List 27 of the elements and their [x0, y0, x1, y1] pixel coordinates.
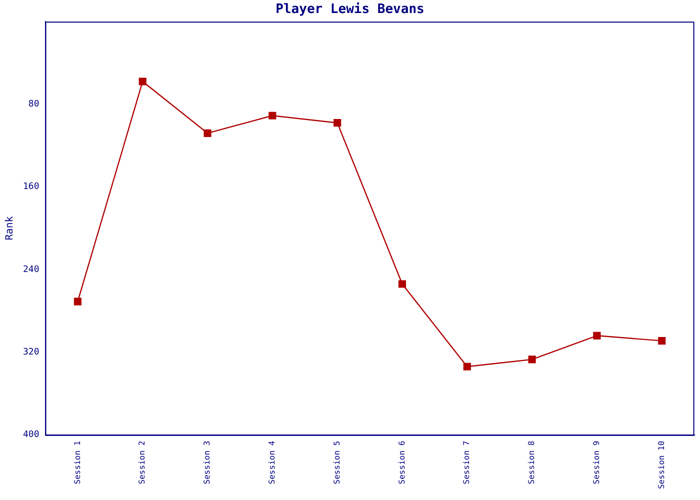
y-tick-label: 80 — [28, 100, 40, 110]
x-tick-label: Session 5 — [332, 440, 342, 484]
point — [268, 112, 276, 120]
point — [204, 129, 212, 137]
y-axis-title: Rank — [4, 216, 16, 240]
point — [334, 119, 342, 127]
x-tick-label: Session 7 — [462, 440, 472, 484]
point — [138, 78, 146, 86]
x-tick-label: Session 4 — [268, 440, 276, 484]
chart-title: Player Lewis Bevans — [276, 2, 424, 18]
point — [398, 280, 406, 288]
y-tick-label: 160 — [22, 182, 40, 192]
x-tick-label: Session 6 — [397, 440, 406, 484]
point — [463, 362, 471, 370]
x-tick-label: Session 3 — [202, 440, 212, 484]
x-tick-label: Session 10 — [656, 440, 666, 490]
point — [528, 356, 536, 364]
y-tick-label: 240 — [22, 264, 40, 275]
x-tick-label: Session 8 — [527, 440, 536, 484]
x-tick-label: Session 1 — [72, 440, 82, 484]
x-tick-label: Session 9 — [592, 440, 602, 484]
y-tick-label: 320 — [22, 348, 40, 358]
y-tick-label: 400 — [22, 430, 40, 440]
point — [593, 332, 601, 340]
point — [658, 337, 666, 345]
x-tick-label: Session 2 — [138, 440, 147, 484]
point — [74, 298, 82, 306]
